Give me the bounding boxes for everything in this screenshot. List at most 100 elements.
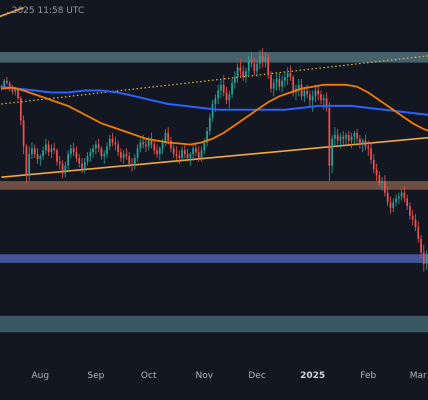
candle <box>200 146 203 162</box>
candle <box>392 198 395 212</box>
candle <box>292 75 295 97</box>
candle-body <box>325 98 328 108</box>
candle <box>311 90 314 112</box>
candle <box>95 140 97 155</box>
candle <box>189 152 192 166</box>
candle-body <box>64 165 67 174</box>
candle-body <box>120 152 122 158</box>
candle-body <box>70 148 72 155</box>
candle-body <box>103 154 106 157</box>
candle <box>211 100 214 122</box>
candle <box>206 127 208 147</box>
candle-body <box>317 90 320 95</box>
candle-body <box>214 98 217 105</box>
candle <box>364 134 367 151</box>
candle-body <box>181 150 183 158</box>
candle <box>103 150 106 164</box>
candle-body <box>300 84 303 97</box>
candle-body <box>175 154 178 157</box>
candle-body <box>197 152 200 158</box>
candle-body <box>334 134 336 139</box>
candle <box>400 188 403 201</box>
candle-body <box>86 156 89 162</box>
candle-body <box>256 63 258 72</box>
candle <box>231 78 233 99</box>
candle <box>414 213 417 232</box>
candle-body <box>83 161 86 170</box>
candle-body <box>186 154 189 158</box>
candle <box>106 142 108 158</box>
candle <box>345 132 347 147</box>
candle-body <box>331 138 333 166</box>
candle-body <box>200 150 203 158</box>
candle <box>139 138 142 153</box>
candle-body <box>367 146 370 149</box>
candle-body <box>270 75 272 89</box>
candle-body <box>44 144 47 151</box>
candle-body <box>311 96 314 101</box>
candle <box>359 134 361 149</box>
candle <box>42 146 44 160</box>
candle-body <box>164 132 167 143</box>
candle-body <box>389 202 392 209</box>
candle <box>89 148 92 162</box>
candle-body <box>231 82 233 95</box>
candle <box>258 50 261 70</box>
candle <box>381 177 384 191</box>
candle-body <box>206 130 208 143</box>
candle <box>67 150 69 170</box>
candle <box>64 161 67 178</box>
candle-body <box>384 181 386 193</box>
candle-body <box>378 175 381 183</box>
candle-body <box>261 55 264 62</box>
candle <box>164 129 167 147</box>
candle <box>208 113 211 135</box>
candle <box>44 138 47 155</box>
candle <box>136 144 139 162</box>
candle-body <box>72 148 75 153</box>
candle-body <box>359 138 361 145</box>
candle-body <box>172 148 175 155</box>
candle-body <box>147 140 150 147</box>
candle-body <box>6 80 8 83</box>
candle <box>145 138 147 153</box>
candle <box>53 142 56 155</box>
candle-body <box>14 88 17 92</box>
candle-body <box>370 148 372 160</box>
candle-body <box>208 117 211 131</box>
candle-body <box>8 82 11 89</box>
candle <box>239 59 242 78</box>
candle-body <box>422 252 425 264</box>
candle <box>170 136 172 153</box>
candle <box>272 78 275 97</box>
candle-body <box>211 104 214 118</box>
candle <box>150 132 153 149</box>
candle <box>78 154 81 168</box>
candle-body <box>411 215 414 220</box>
candle <box>317 84 320 101</box>
candle <box>350 132 353 149</box>
candle <box>281 75 283 93</box>
candle-body <box>53 148 56 151</box>
candle-body <box>17 88 19 99</box>
candle <box>425 250 428 270</box>
candle <box>367 140 370 157</box>
candle <box>397 192 400 205</box>
candle-body <box>156 150 158 155</box>
x-tick-label: Nov <box>195 371 213 381</box>
candle-body <box>92 148 94 153</box>
ma-orange-line <box>1 83 428 146</box>
candle-body <box>336 134 339 141</box>
candle <box>122 150 125 164</box>
candle <box>411 209 414 226</box>
top-resistance-zone <box>0 52 428 63</box>
ma-blue-line <box>1 85 428 116</box>
candle <box>6 77 8 85</box>
candle-body <box>322 98 325 101</box>
candle-body <box>81 163 83 170</box>
candle-body <box>420 238 422 253</box>
candle-body <box>228 94 231 101</box>
candle <box>114 136 117 151</box>
candle <box>100 146 103 160</box>
